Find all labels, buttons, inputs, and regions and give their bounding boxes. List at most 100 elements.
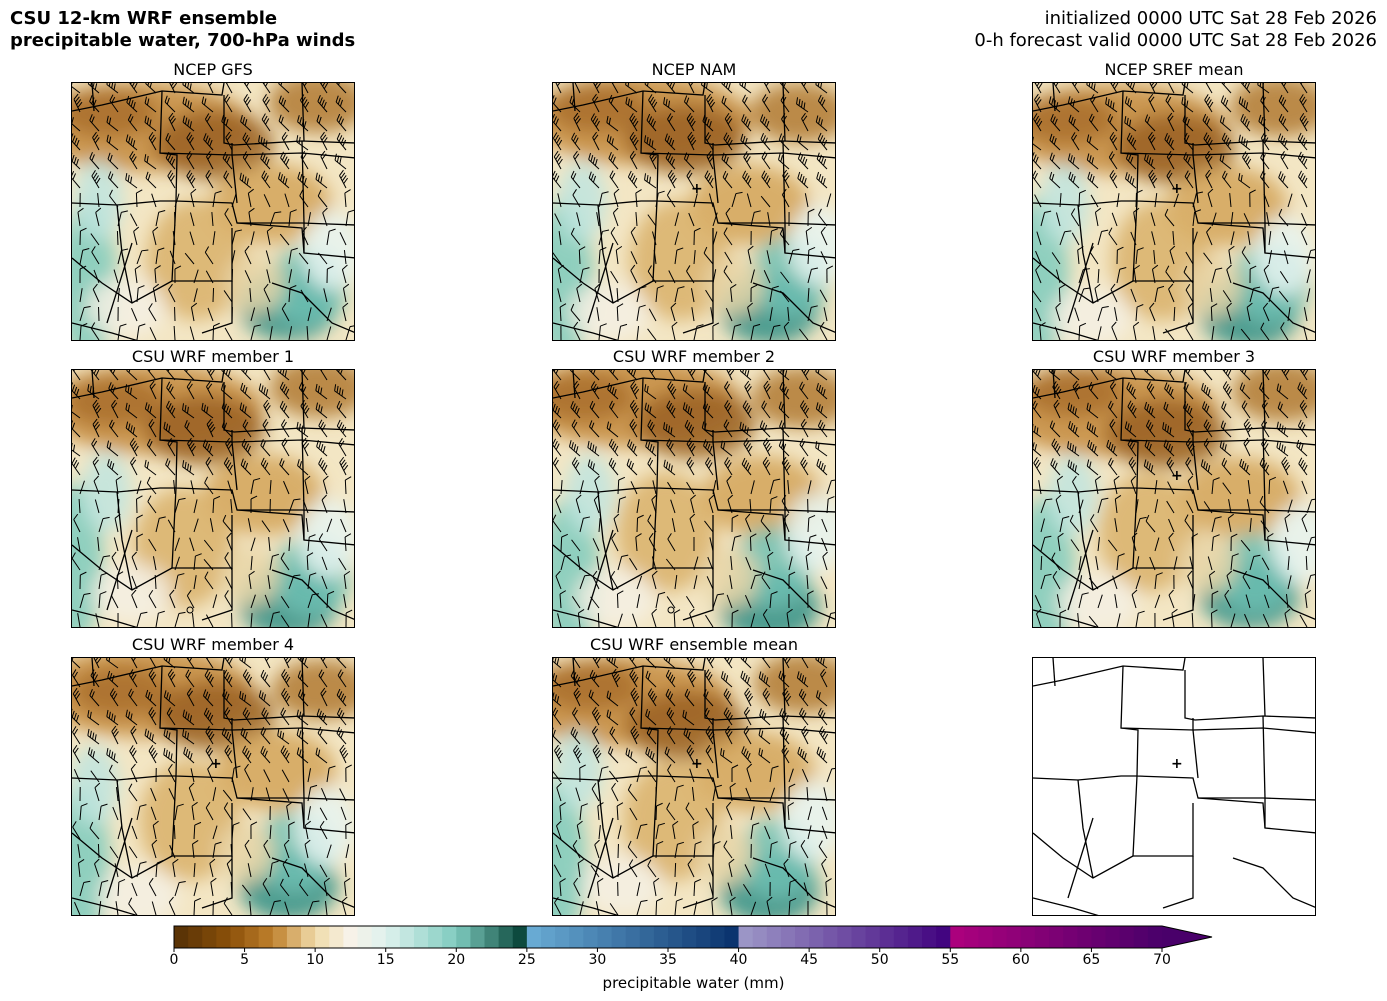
wind-barb — [1089, 370, 1099, 381]
wind-barb — [1051, 252, 1061, 265]
wind-barb — [1040, 210, 1052, 227]
wind-barb — [570, 401, 581, 419]
wind-barb — [777, 370, 790, 381]
wind-barb — [225, 131, 233, 151]
wind-barb — [674, 898, 683, 915]
wind-barb — [1097, 268, 1100, 284]
wind-barb — [320, 787, 328, 802]
wind-barb — [1277, 401, 1289, 419]
wind-barb — [577, 858, 584, 878]
wind-barb — [1068, 114, 1080, 132]
wind-barb — [1211, 590, 1219, 609]
wind-barb — [247, 518, 252, 533]
wind-barb — [1033, 442, 1042, 457]
wind-barb — [77, 207, 84, 227]
wind-barb — [224, 745, 233, 764]
wind-barb — [115, 901, 119, 915]
wind-barb — [597, 612, 600, 627]
wind-barb — [304, 820, 312, 840]
state-boundary — [106, 242, 133, 324]
wind-barb — [72, 152, 81, 170]
wind-barb — [205, 170, 214, 189]
wind-barb — [172, 231, 176, 246]
wind-barb — [1148, 93, 1156, 113]
wind-barb — [281, 769, 290, 783]
wind-barb — [1095, 556, 1099, 571]
wind-barb — [1261, 419, 1270, 438]
wind-barb — [300, 151, 309, 170]
state-boundary — [712, 154, 719, 204]
wind-barb — [209, 518, 214, 533]
location-marker: + — [691, 756, 703, 772]
state-boundary — [1132, 487, 1194, 569]
wind-barb — [263, 658, 271, 669]
wind-barb — [762, 370, 771, 381]
wind-barb — [72, 83, 81, 94]
wind-barb — [553, 457, 562, 476]
wind-barb — [726, 475, 733, 495]
wind-barb — [250, 477, 261, 495]
wind-barb — [72, 658, 81, 669]
wind-barb — [731, 764, 739, 783]
wind-barb — [630, 380, 640, 400]
wind-barb — [636, 326, 640, 340]
wind-barb — [269, 326, 273, 340]
wind-barb — [296, 747, 309, 764]
wind-barb — [166, 707, 176, 726]
wind-barb — [1078, 592, 1089, 609]
wind-barb — [241, 884, 252, 897]
wind-barb — [1040, 573, 1052, 590]
state-boundary — [1077, 491, 1094, 591]
wind-barb — [1278, 113, 1289, 132]
wind-barb — [645, 746, 657, 764]
wind-barb — [231, 193, 237, 208]
wind-barb — [1181, 83, 1194, 94]
wind-barb — [74, 901, 81, 915]
wind-barb — [326, 307, 332, 322]
state-boundary — [1033, 897, 1099, 915]
wind-barb — [341, 264, 348, 284]
wind-barb — [1298, 370, 1309, 381]
wind-barb — [667, 481, 676, 495]
wind-barb — [204, 571, 214, 590]
wind-barb — [674, 575, 678, 590]
state-boundary — [1052, 83, 1056, 112]
wind-barb — [243, 94, 252, 113]
state-boundary — [301, 715, 305, 799]
wind-barb — [190, 188, 197, 208]
colorbar-bin — [301, 926, 316, 948]
wind-barb — [1113, 475, 1120, 495]
wind-barb — [344, 189, 351, 208]
state-boundary — [752, 282, 835, 333]
wind-barb — [1182, 401, 1194, 419]
wind-barb — [1259, 170, 1270, 189]
wind-barb — [279, 381, 290, 400]
state-boundary — [1077, 779, 1094, 879]
wind-barb — [131, 551, 138, 571]
wind-barb — [155, 610, 165, 627]
wind-barb — [701, 83, 714, 94]
map-canvas: + — [553, 83, 835, 340]
wind-barb — [704, 520, 714, 533]
wind-barb — [1039, 322, 1046, 340]
wind-barb — [663, 422, 676, 438]
wind-barb — [326, 326, 332, 340]
wind-barb — [1078, 575, 1083, 590]
wind-barb — [569, 370, 581, 381]
wind-barb — [593, 494, 600, 514]
wind-barb — [1185, 437, 1195, 457]
wind-barb — [702, 382, 714, 400]
wind-barb — [761, 571, 771, 590]
wind-barb — [226, 858, 233, 878]
state-boundary — [116, 779, 133, 879]
wind-barb — [247, 863, 252, 878]
wind-barb — [337, 669, 347, 688]
wind-barb — [1130, 288, 1137, 303]
wind-barb — [1278, 208, 1289, 227]
wind-barb — [1280, 83, 1289, 94]
wind-barb — [573, 321, 581, 340]
wind-barb — [608, 438, 619, 457]
wind-barb — [1191, 612, 1194, 627]
wind-barb — [206, 83, 215, 94]
wind-barb — [114, 863, 119, 878]
